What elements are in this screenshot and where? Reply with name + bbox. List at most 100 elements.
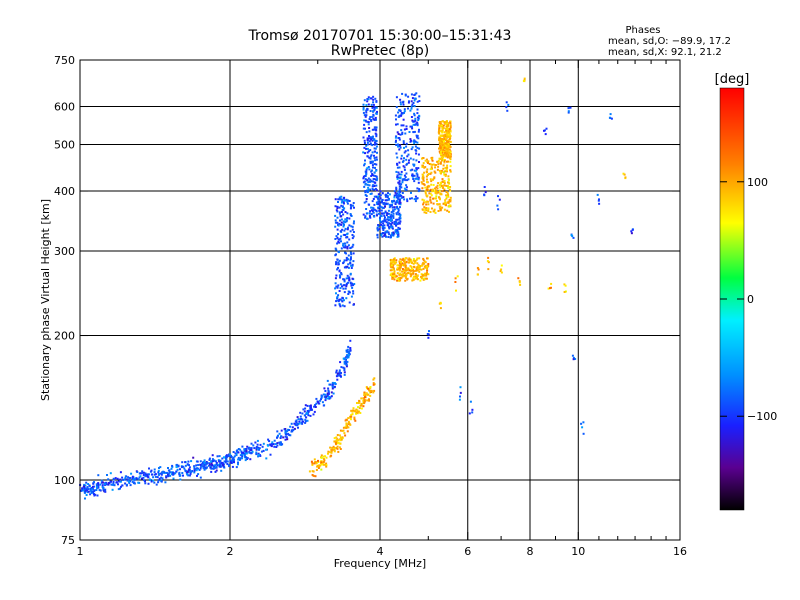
data-point-x [348, 422, 350, 425]
data-point-o [418, 128, 420, 131]
data-point-o [366, 141, 369, 144]
data-point-o [365, 111, 368, 114]
data-point-o [337, 294, 340, 297]
data-point-o [417, 176, 420, 179]
data-point-x [500, 271, 503, 274]
data-point-o [403, 110, 406, 113]
data-point-o [395, 139, 397, 142]
data-point-o [567, 110, 570, 113]
data-point-x [439, 145, 442, 148]
data-point-o [144, 473, 147, 476]
data-point-o [388, 193, 391, 196]
data-point-x [342, 429, 345, 432]
data-point-o [427, 336, 430, 339]
data-point-o [232, 456, 235, 459]
data-point-o [383, 224, 386, 227]
data-point-x [476, 267, 479, 269]
data-point-x [404, 257, 407, 260]
data-point-o [205, 466, 208, 469]
data-point-o [387, 212, 390, 215]
data-point-o [284, 428, 287, 430]
data-point-o [405, 186, 408, 189]
data-point-o [366, 217, 368, 220]
data-point-x [322, 457, 325, 460]
data-point-o [582, 421, 585, 424]
data-point-x [411, 268, 414, 271]
data-point-o [375, 184, 378, 187]
data-point-o [391, 204, 393, 207]
data-point-o [134, 478, 137, 481]
data-point-o [364, 215, 367, 218]
data-point-x [398, 276, 401, 279]
data-point-x [445, 146, 448, 149]
data-point-o [179, 474, 182, 477]
data-point-o [88, 484, 91, 487]
data-point-o [395, 170, 398, 173]
y-tick-label: 400 [54, 185, 75, 198]
data-point-o [407, 161, 410, 164]
data-point-o [349, 349, 352, 352]
data-point-o [104, 488, 107, 491]
data-point-o [165, 475, 168, 478]
data-point-o [339, 305, 342, 308]
data-point-x [350, 415, 353, 418]
data-point-o [380, 201, 383, 204]
data-point-o [411, 174, 413, 177]
data-point-x [447, 139, 450, 142]
data-point-x [398, 262, 401, 265]
data-point-o [402, 124, 405, 127]
data-point-x [445, 154, 448, 157]
data-point-x [416, 266, 419, 269]
data-point-o [323, 404, 326, 407]
data-point-x [424, 159, 427, 162]
data-point-o [368, 188, 370, 191]
data-point-o [403, 157, 405, 160]
data-point-o [347, 244, 350, 247]
data-point-o [157, 469, 160, 472]
chart-subtitle: RwPretec (8p) [331, 43, 429, 59]
data-point-x [308, 470, 311, 473]
data-point-o [182, 465, 185, 468]
data-point-o [211, 467, 214, 470]
data-point-o [119, 471, 122, 474]
data-point-o [398, 185, 401, 188]
data-point-x [403, 269, 406, 272]
data-point-o [343, 299, 345, 302]
data-point-o [397, 181, 400, 184]
data-point-o [186, 463, 189, 466]
data-point-x [444, 175, 447, 177]
data-point-x [446, 140, 449, 142]
data-point-x [441, 147, 444, 150]
data-point-o [282, 436, 285, 439]
data-point-o [237, 451, 240, 454]
data-point-o [408, 100, 410, 103]
data-point-o [374, 139, 377, 142]
data-point-x [449, 155, 452, 158]
data-point-o [193, 465, 196, 468]
data-point-o [413, 114, 416, 117]
data-point-o [342, 233, 345, 236]
data-point-o [336, 299, 339, 302]
data-point-o [363, 175, 366, 178]
data-point-o [369, 193, 372, 195]
data-point-o [181, 472, 184, 474]
data-point-x [389, 264, 392, 267]
data-point-o [394, 141, 397, 144]
data-point-o [399, 133, 402, 136]
data-point-o [342, 222, 345, 225]
data-point-o [342, 209, 345, 211]
data-point-x [455, 289, 457, 292]
data-point-o [412, 120, 415, 123]
data-point-o [107, 478, 110, 481]
data-point-o [373, 171, 376, 174]
data-point-x [448, 198, 451, 201]
data-point-o [366, 98, 369, 100]
data-point-o [100, 479, 103, 482]
data-point-o [279, 437, 282, 439]
data-point-o [348, 276, 351, 279]
data-point-o [158, 467, 160, 469]
data-point-o [237, 463, 239, 466]
data-point-x [427, 189, 430, 192]
data-point-o [379, 190, 382, 193]
data-point-o [336, 216, 339, 219]
